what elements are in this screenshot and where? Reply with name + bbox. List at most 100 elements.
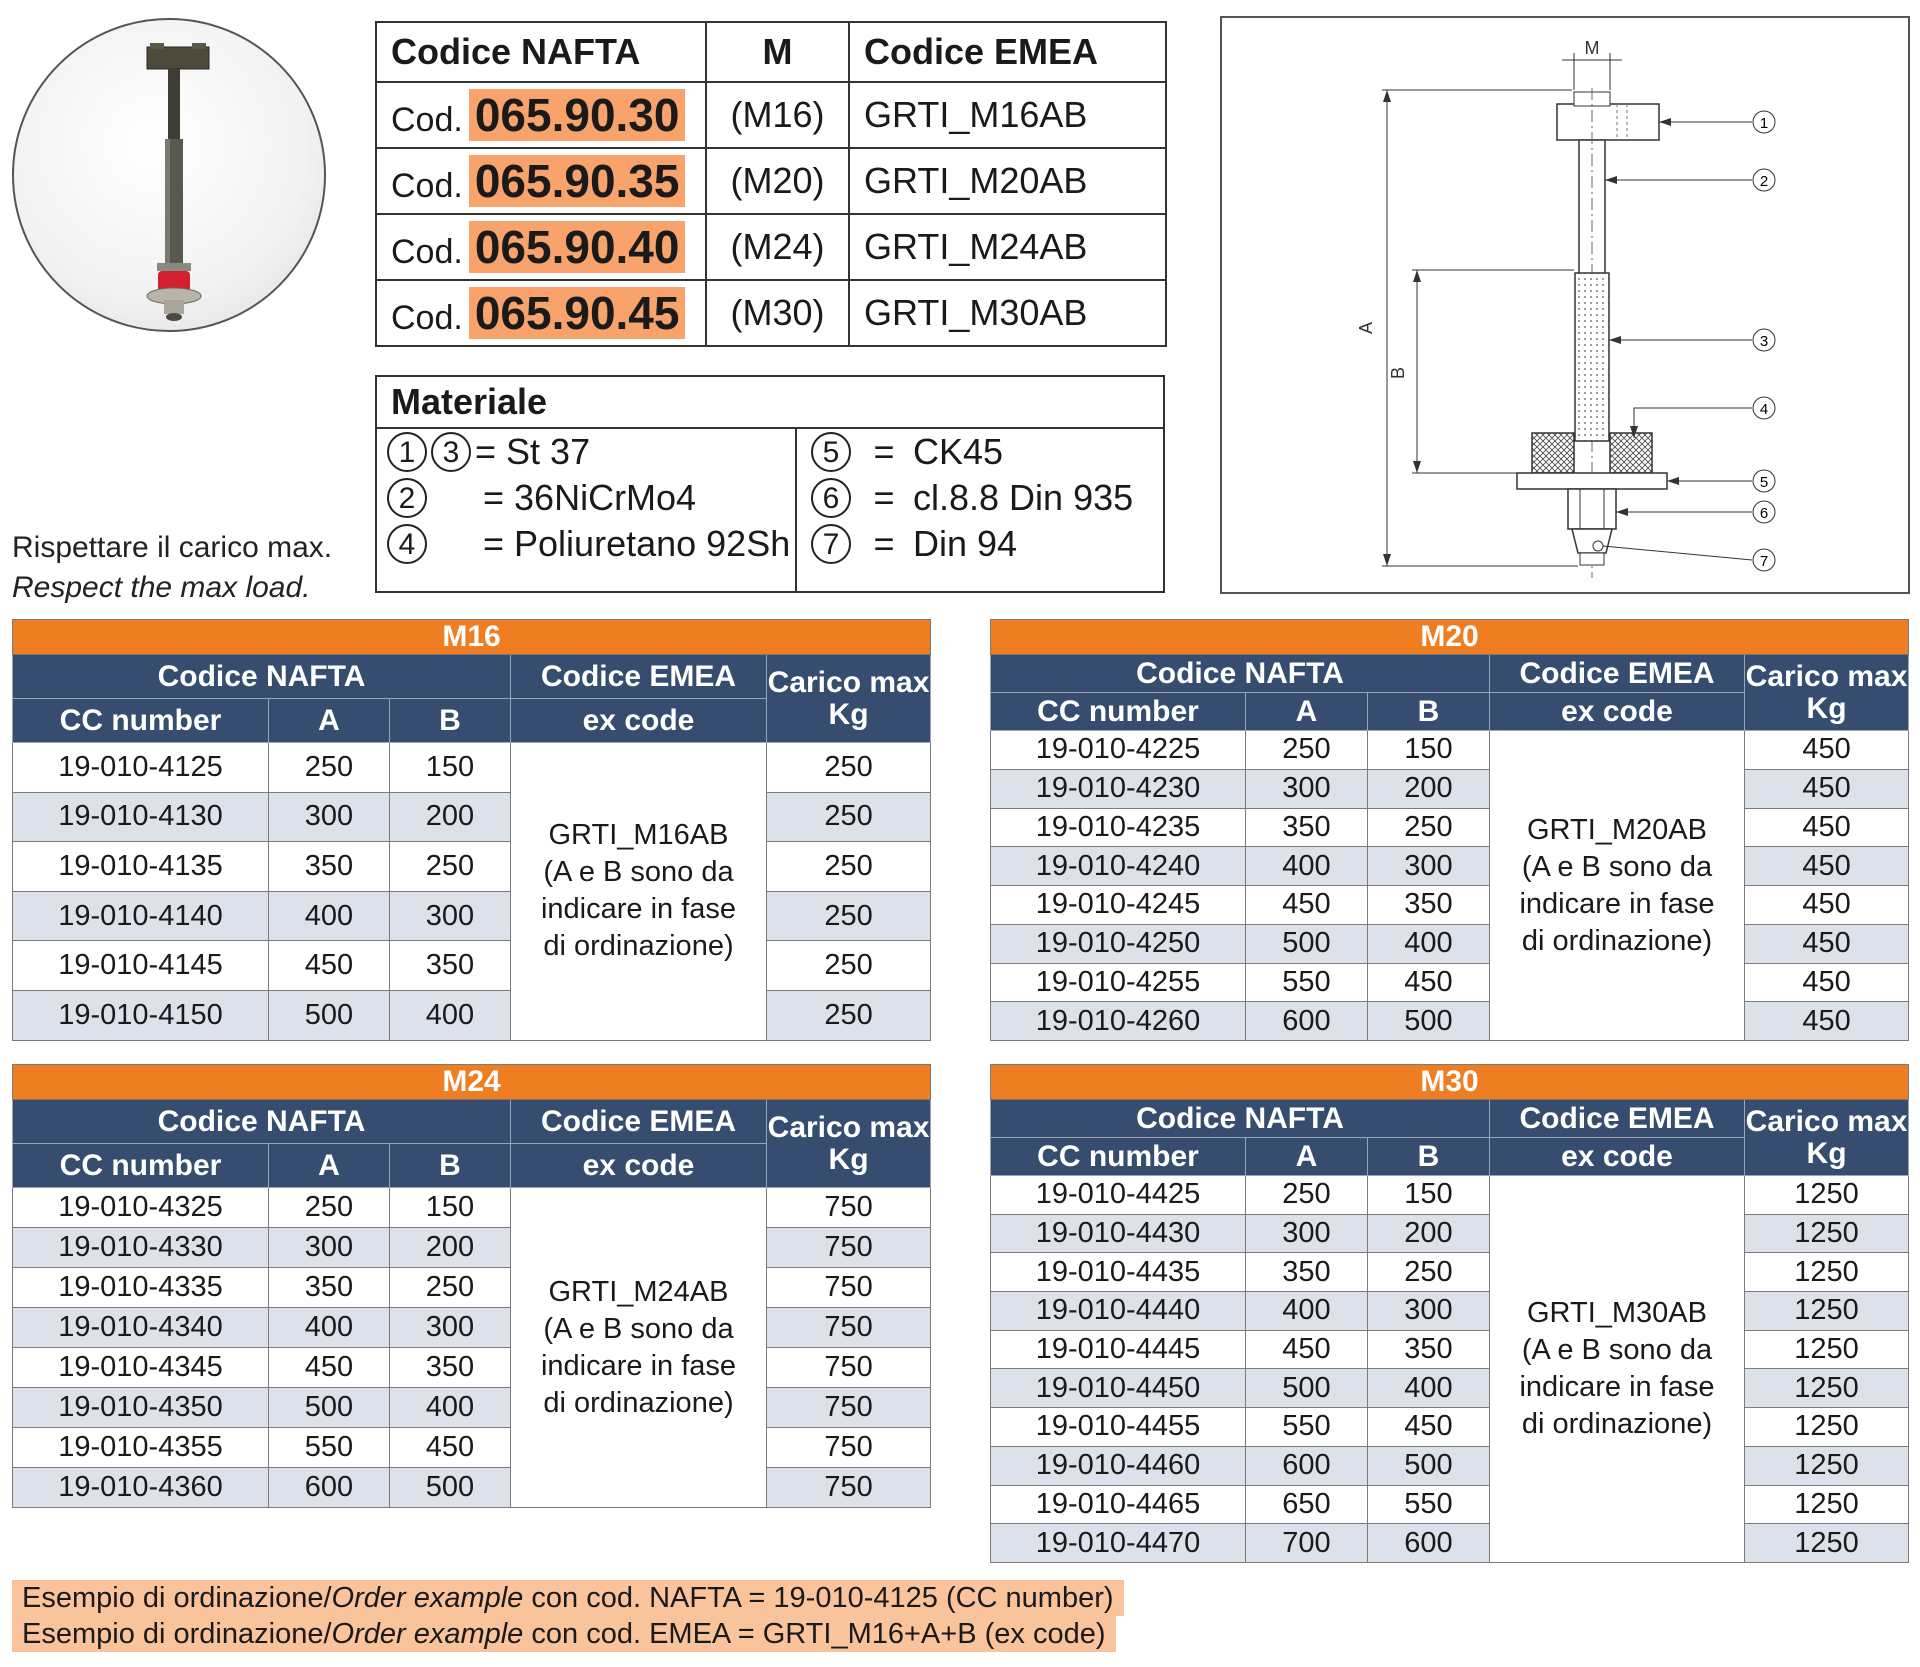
table-row: 19-010-4355 550 450 750 bbox=[12, 1427, 932, 1468]
cc-number-cell: 19-010-4440 bbox=[990, 1291, 1246, 1331]
col-codice-nafta: Codice NAFTA bbox=[375, 21, 707, 83]
header-codice-nafta: Codice NAFTA bbox=[12, 1099, 511, 1144]
order-example-emea: Esempio di ordinazione/Order example con… bbox=[12, 1616, 1116, 1652]
table-row: 19-010-4145 450 350 250 bbox=[12, 940, 932, 991]
emea-note-line: GRTI_M20AB bbox=[1527, 813, 1707, 846]
a-cell: 300 bbox=[268, 1227, 390, 1268]
callout-2: 2 bbox=[1752, 168, 1776, 192]
table-row: 19-010-4250 500 400 450 bbox=[990, 923, 1910, 964]
codes-row: Cod. 065.90.40 (M24) GRTI_M24AB bbox=[375, 213, 1167, 281]
cc-number-cell: 19-010-4240 bbox=[990, 846, 1246, 886]
a-cell: 300 bbox=[268, 791, 390, 843]
callout-number: 1 bbox=[387, 432, 427, 472]
callout-number: 3 bbox=[431, 432, 471, 472]
table-row: 19-010-4240 400 300 450 bbox=[990, 846, 1910, 886]
material-spec: cl.8.8 Din 935 bbox=[913, 477, 1134, 518]
carico-max-cell: 450 bbox=[1743, 730, 1910, 770]
cc-number-cell: 19-010-4140 bbox=[12, 890, 269, 942]
carico-max-cell: 1250 bbox=[1743, 1407, 1910, 1447]
a-cell: 450 bbox=[268, 1347, 390, 1388]
b-cell: 300 bbox=[389, 1307, 511, 1348]
b-cell: 500 bbox=[1367, 1001, 1490, 1041]
b-cell: 300 bbox=[1367, 1291, 1490, 1331]
carico-max-cell: 450 bbox=[1743, 1001, 1910, 1041]
b-cell: 250 bbox=[1367, 807, 1490, 848]
materiale-row: 6 = cl.8.8 Din 935 bbox=[811, 475, 1163, 521]
header-a: A bbox=[268, 698, 390, 743]
emea-code-cell: GRTI_M20AB bbox=[848, 147, 1167, 215]
emea-ex-code-cell: GRTI_M24AB (A e B sono da indicare in fase… bbox=[510, 1187, 767, 1508]
header-b: B bbox=[1367, 692, 1490, 731]
spec-table-title: M20 bbox=[989, 619, 1910, 655]
b-cell: 350 bbox=[389, 1347, 511, 1388]
a-cell: 250 bbox=[268, 742, 390, 793]
table-row: 19-010-4470 700 600 1250 bbox=[990, 1523, 1910, 1563]
header-cc-number: CC number bbox=[990, 692, 1246, 731]
equals-sign: = bbox=[873, 477, 895, 518]
carico-max-cell: 250 bbox=[765, 791, 932, 843]
spec-table-m20: M20 Codice NAFTA Codice EMEA Carico max Kg C… bbox=[989, 619, 1910, 1041]
header-ex-code: ex code bbox=[510, 698, 767, 743]
table-row: 19-010-4225 250 150 GRTI_M20AB (A e B sono d… bbox=[990, 730, 1910, 1041]
a-cell: 700 bbox=[1245, 1523, 1368, 1563]
callout-number: 7 bbox=[811, 524, 851, 564]
table-row: 19-010-4325 250 150 GRTI_M24AB (A e B sono d… bbox=[12, 1187, 932, 1508]
table-row: 19-010-4460 600 500 1250 bbox=[990, 1445, 1910, 1486]
b-cell: 450 bbox=[389, 1427, 511, 1468]
a-cell: 350 bbox=[268, 1267, 390, 1308]
b-cell: 450 bbox=[1367, 1407, 1490, 1447]
table-row: 19-010-4455 550 450 1250 bbox=[990, 1407, 1910, 1447]
cod-prefix: Cod. bbox=[391, 233, 463, 271]
emea-note-line: (A e B sono da bbox=[543, 1312, 734, 1345]
cc-number-cell: 19-010-4465 bbox=[990, 1484, 1246, 1525]
header-carico-max: Carico max Kg bbox=[1743, 1099, 1910, 1176]
emea-note-line: indicare in fase bbox=[540, 893, 737, 926]
emea-note-line: di ordinazione) bbox=[1521, 1407, 1713, 1440]
table-row: 19-010-4130 300 200 250 bbox=[12, 791, 932, 843]
cc-number-cell: 19-010-4260 bbox=[990, 1001, 1246, 1041]
a-cell: 650 bbox=[1245, 1484, 1368, 1525]
cc-number-cell: 19-010-4235 bbox=[990, 807, 1246, 848]
cc-number-cell: 19-010-4225 bbox=[990, 730, 1246, 770]
svg-text:6: 6 bbox=[1760, 505, 1768, 522]
header-carico-max: Carico max Kg bbox=[765, 654, 932, 743]
carico-max-cell: 450 bbox=[1743, 885, 1910, 925]
carico-max-cell: 750 bbox=[765, 1187, 932, 1228]
carico-max-cell: 1250 bbox=[1743, 1291, 1910, 1331]
m-size-cell: (M24) bbox=[705, 213, 850, 281]
header-codice-emea: Codice EMEA bbox=[510, 1099, 767, 1144]
carico-max-cell: 250 bbox=[765, 940, 932, 991]
table-row: 19-010-4235 350 250 450 bbox=[990, 807, 1910, 848]
b-cell: 500 bbox=[1367, 1445, 1490, 1486]
b-cell: 200 bbox=[389, 1227, 511, 1268]
emea-note-line: GRTI_M30AB bbox=[1527, 1296, 1707, 1329]
header-carico-max: Carico max Kg bbox=[1743, 654, 1910, 731]
carico-max-cell: 450 bbox=[1743, 846, 1910, 886]
cc-number-cell: 19-010-4450 bbox=[990, 1368, 1246, 1409]
materiale-left-column: 1 3 = St 37 2 = 36NiCrMo4 4 = Poliuretan… bbox=[387, 429, 797, 591]
a-cell: 250 bbox=[268, 1187, 390, 1228]
a-cell: 350 bbox=[1245, 1252, 1368, 1293]
header-codice-nafta: Codice NAFTA bbox=[12, 654, 511, 699]
carico-max-cell: 450 bbox=[1743, 923, 1910, 964]
table-row: 19-010-4335 350 250 750 bbox=[12, 1267, 932, 1308]
callout-7: 7 bbox=[1752, 548, 1776, 572]
product-photo bbox=[12, 18, 326, 332]
carico-max-cell: 1250 bbox=[1743, 1175, 1910, 1215]
table-row: 19-010-4360 600 500 750 bbox=[12, 1467, 932, 1508]
nafta-code-cell: Cod. 065.90.30 bbox=[375, 81, 707, 149]
col-codice-emea: Codice EMEA bbox=[848, 21, 1167, 83]
cc-number-cell: 19-010-4345 bbox=[12, 1347, 269, 1388]
b-cell: 500 bbox=[389, 1467, 511, 1508]
emea-note-line: di ordinazione) bbox=[543, 930, 734, 963]
cc-number-cell: 19-010-4460 bbox=[990, 1445, 1246, 1486]
equals-sign: = bbox=[873, 523, 895, 564]
header-ex-code: ex code bbox=[510, 1143, 767, 1188]
a-cell: 550 bbox=[268, 1427, 390, 1468]
table-row: 19-010-4140 400 300 250 bbox=[12, 890, 932, 942]
callout-3: 3 bbox=[1752, 328, 1776, 352]
carico-max-cell: 1250 bbox=[1743, 1329, 1910, 1370]
header-carico-max: Carico max Kg bbox=[765, 1099, 932, 1188]
svg-text:7: 7 bbox=[1760, 553, 1768, 570]
header-codice-nafta: Codice NAFTA bbox=[990, 654, 1490, 693]
